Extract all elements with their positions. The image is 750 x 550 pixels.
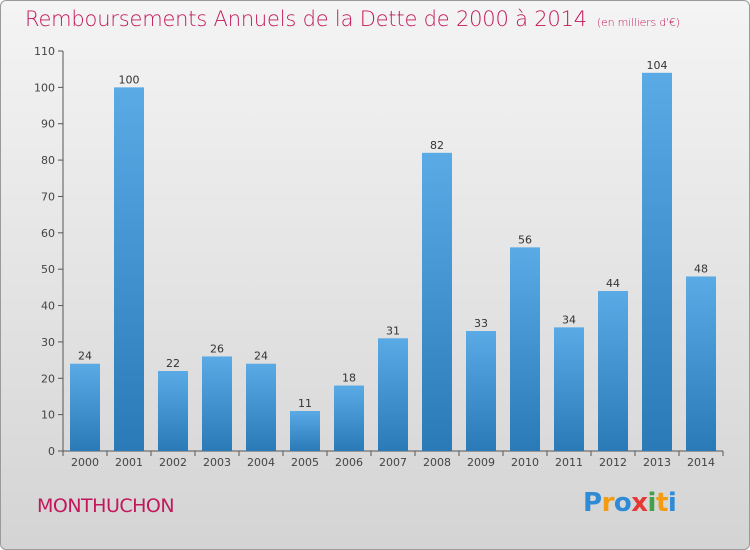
- data-label: 11: [298, 397, 312, 410]
- logo-letter: x: [631, 488, 648, 518]
- bar: [202, 356, 232, 451]
- y-tick-label: 100: [34, 81, 55, 94]
- proxiti-logo[interactable]: Proxiti: [583, 488, 677, 518]
- data-label: 100: [119, 73, 140, 86]
- logo-letter: i: [667, 488, 677, 518]
- bars: [70, 72, 716, 452]
- logo-letter: t: [655, 488, 668, 518]
- bar: [686, 276, 716, 451]
- x-tick-label: 2014: [687, 456, 715, 469]
- logo-letter: r: [601, 488, 615, 518]
- x-tick-label: 2013: [643, 456, 671, 469]
- chart-title: Remboursements Annuels de la Dette de 20…: [25, 7, 680, 31]
- x-tick-label: 2004: [247, 456, 275, 469]
- bar: [334, 385, 364, 451]
- data-label: 24: [254, 350, 268, 363]
- data-label: 34: [562, 313, 576, 326]
- logo-letter: o: [613, 488, 632, 518]
- bar: [158, 371, 188, 451]
- data-label: 82: [430, 139, 444, 152]
- data-label: 22: [166, 357, 180, 370]
- bar: [70, 363, 100, 451]
- data-label: 44: [606, 277, 620, 290]
- data-label: 48: [694, 262, 708, 275]
- y-tick-label: 0: [48, 445, 55, 458]
- y-tick-label: 60: [41, 227, 55, 240]
- x-tick-label: 2005: [291, 456, 319, 469]
- x-tick-label: 2012: [599, 456, 627, 469]
- x-tick-label: 2003: [203, 456, 231, 469]
- axes: 0 10 20 30 40 50 60 70 80 90 100 110 2000 2001 2002 200…: [34, 45, 724, 469]
- x-tick-label: 2000: [71, 456, 99, 469]
- y-tick-label: 30: [41, 336, 55, 349]
- chart-subtitle: (en milliers d'€): [596, 16, 680, 29]
- x-tick-label: 2008: [423, 456, 451, 469]
- commune-name: MONTHUCHON: [37, 495, 175, 517]
- bar: [422, 152, 452, 451]
- bar: [466, 331, 496, 451]
- bar: [290, 411, 320, 451]
- data-label: 31: [386, 324, 400, 337]
- bar: [378, 338, 408, 451]
- x-tick-label: 2009: [467, 456, 495, 469]
- data-label: 104: [647, 59, 668, 72]
- x-tick-label: 2002: [159, 456, 187, 469]
- x-tick-label: 2010: [511, 456, 539, 469]
- y-tick-label: 10: [41, 409, 55, 422]
- bar: [246, 363, 276, 451]
- logo-letter: P: [583, 488, 602, 518]
- y-tick-label: 80: [41, 154, 55, 167]
- y-tick-label: 70: [41, 190, 55, 203]
- data-label: 18: [342, 372, 356, 385]
- x-tick-label: 2001: [115, 456, 143, 469]
- bar: [554, 327, 584, 451]
- y-tick-label: 50: [41, 263, 55, 276]
- y-tick-label: 90: [41, 118, 55, 131]
- data-label: 24: [78, 350, 92, 363]
- labels: 24 100 22 26 24 11 18 31 82 33 56 34 44 104 48: [78, 59, 708, 410]
- bar: [114, 87, 144, 451]
- data-label: 26: [210, 342, 224, 355]
- chart-title-text: Remboursements Annuels de la Dette de 20…: [25, 7, 587, 31]
- data-label: 33: [474, 317, 488, 330]
- x-tick-label: 2007: [379, 456, 407, 469]
- x-tick-label: 2006: [335, 456, 363, 469]
- bar: [598, 291, 628, 451]
- bar: [510, 247, 540, 451]
- y-tick-label: 20: [41, 372, 55, 385]
- data-label: 56: [518, 233, 532, 246]
- x-tick-label: 2011: [555, 456, 583, 469]
- bar: [642, 72, 672, 452]
- y-tick-label: 110: [34, 45, 55, 58]
- logo-letter: i: [647, 488, 657, 518]
- y-tick-label: 40: [41, 300, 55, 313]
